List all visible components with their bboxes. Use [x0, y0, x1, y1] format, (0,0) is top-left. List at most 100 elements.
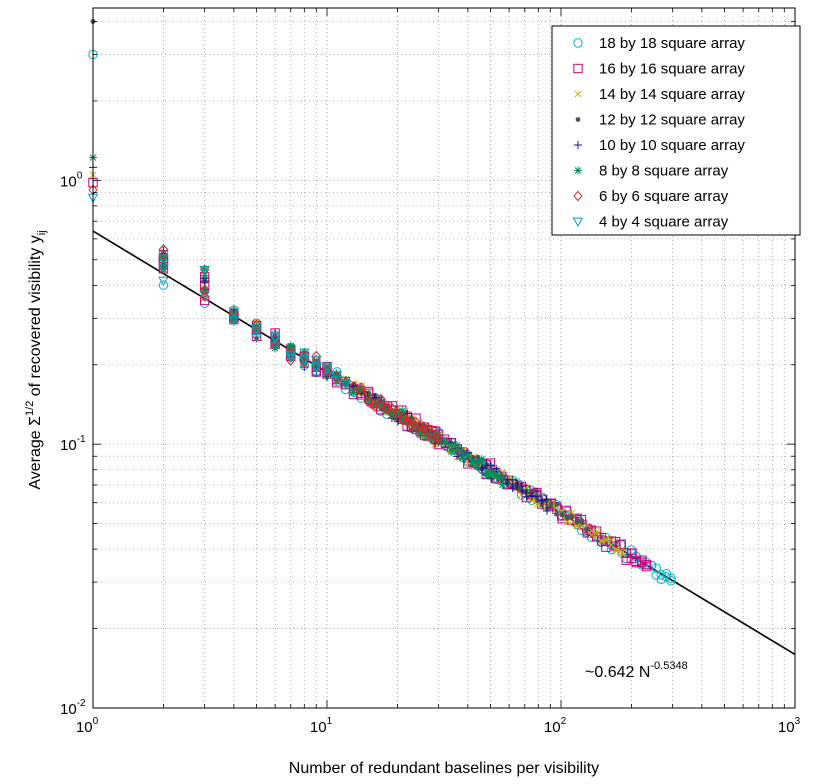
data-point [555, 502, 560, 507]
data-point [392, 408, 402, 419]
data-point [311, 350, 321, 362]
legend-marker [572, 217, 584, 227]
data-point [269, 334, 281, 345]
data-point [199, 295, 210, 306]
data-point [158, 276, 169, 287]
data-point [158, 280, 169, 290]
data-point [486, 470, 495, 479]
legend-label: 14 by 14 square array [599, 86, 745, 103]
data-point [458, 449, 467, 458]
legend-label: 12 by 12 square array [599, 112, 745, 129]
data-point [554, 511, 560, 517]
data-point [299, 348, 310, 358]
data-point [539, 502, 545, 508]
y-tick-label: 100 [60, 170, 83, 190]
legend-item: 18 by 18 square array [573, 35, 745, 52]
data-point [363, 395, 374, 407]
x-tick-label: 103 [778, 716, 801, 736]
data-point [330, 371, 342, 381]
data-point [641, 561, 652, 572]
y-tick-label: 10-2 [60, 698, 86, 718]
data-point [398, 406, 407, 415]
fit-annotation-base: ~0.642 N [585, 664, 650, 681]
legend-label: 16 by 16 square array [599, 61, 745, 78]
data-point [375, 398, 386, 410]
y-axis-label-exponent: 1/2 [24, 401, 36, 416]
data-point [159, 253, 168, 262]
data-point [158, 243, 169, 255]
data-point [423, 422, 433, 434]
data-point [403, 418, 412, 427]
legend-label: 8 by 8 square array [599, 163, 729, 180]
data-point [370, 399, 379, 408]
y-tick-label: 10-1 [60, 434, 86, 454]
data-point [200, 271, 209, 280]
data-point [447, 447, 456, 456]
data-point [535, 498, 540, 504]
data-point [482, 471, 491, 480]
data-point [473, 463, 482, 472]
legend-box [551, 25, 801, 236]
data-point [200, 265, 209, 274]
data-point [574, 519, 580, 525]
data-point [564, 515, 570, 521]
data-point [199, 265, 210, 276]
data-point [559, 512, 565, 518]
data-point [458, 454, 467, 463]
data-point [285, 351, 297, 361]
legend-item: 8 by 8 square array [574, 163, 729, 180]
legend-marker [574, 166, 582, 175]
legend-item: 14 by 14 square array [574, 86, 745, 103]
data-point [473, 458, 482, 467]
legend-marker [573, 190, 583, 202]
legend-label: 18 by 18 square array [599, 35, 745, 52]
y-axis-label: Average Σ1/2 of recovered visibility yij [24, 230, 48, 489]
data-point [349, 381, 359, 392]
data-point [492, 473, 501, 482]
legend-label: 6 by 6 square array [599, 188, 729, 205]
data-point [616, 539, 626, 549]
data-point [200, 286, 209, 295]
data-point [381, 400, 392, 412]
y-axis-label-middle: of recovered visibility y [27, 235, 44, 400]
data-point [508, 475, 517, 484]
data-point [497, 473, 506, 482]
data-point [199, 285, 210, 296]
legend-item: 4 by 4 square array [572, 214, 729, 231]
legend-marker [575, 117, 581, 122]
data-point [608, 536, 616, 544]
data-point [423, 432, 432, 441]
data-point [492, 464, 501, 473]
data-point [423, 428, 434, 439]
data-point [370, 401, 379, 410]
data-point [666, 573, 676, 584]
data-point [286, 341, 295, 350]
data-point [387, 403, 397, 414]
data-point [419, 423, 429, 435]
legend: 18 by 18 square array 16 by 16 square arr… [551, 25, 801, 236]
legend-item: 6 by 6 square array [573, 188, 729, 205]
y-axis-label-prefix: Average Σ [27, 416, 44, 490]
data-point [269, 332, 281, 343]
data-point [508, 484, 517, 493]
data-point [538, 496, 547, 505]
data-point [398, 414, 407, 423]
y-axis-label-subscript: ij [36, 230, 48, 235]
data-point [271, 344, 280, 353]
x-axis-label: Number of redundant baselines per visibi… [289, 760, 599, 777]
data-point [415, 425, 426, 437]
legend-marker [574, 90, 582, 98]
data-point [542, 495, 551, 504]
data-point [393, 417, 402, 426]
data-point [285, 353, 297, 364]
x-tick-label: 102 [544, 716, 567, 736]
data-point [441, 437, 450, 446]
data-point [419, 425, 428, 434]
data-point [651, 563, 662, 573]
legend-label: 10 by 10 square array [599, 137, 745, 154]
fit-annotation: ~0.642 N-0.5348 [585, 660, 688, 681]
data-point [356, 385, 366, 397]
data-point [452, 441, 461, 450]
data-point [477, 455, 486, 464]
